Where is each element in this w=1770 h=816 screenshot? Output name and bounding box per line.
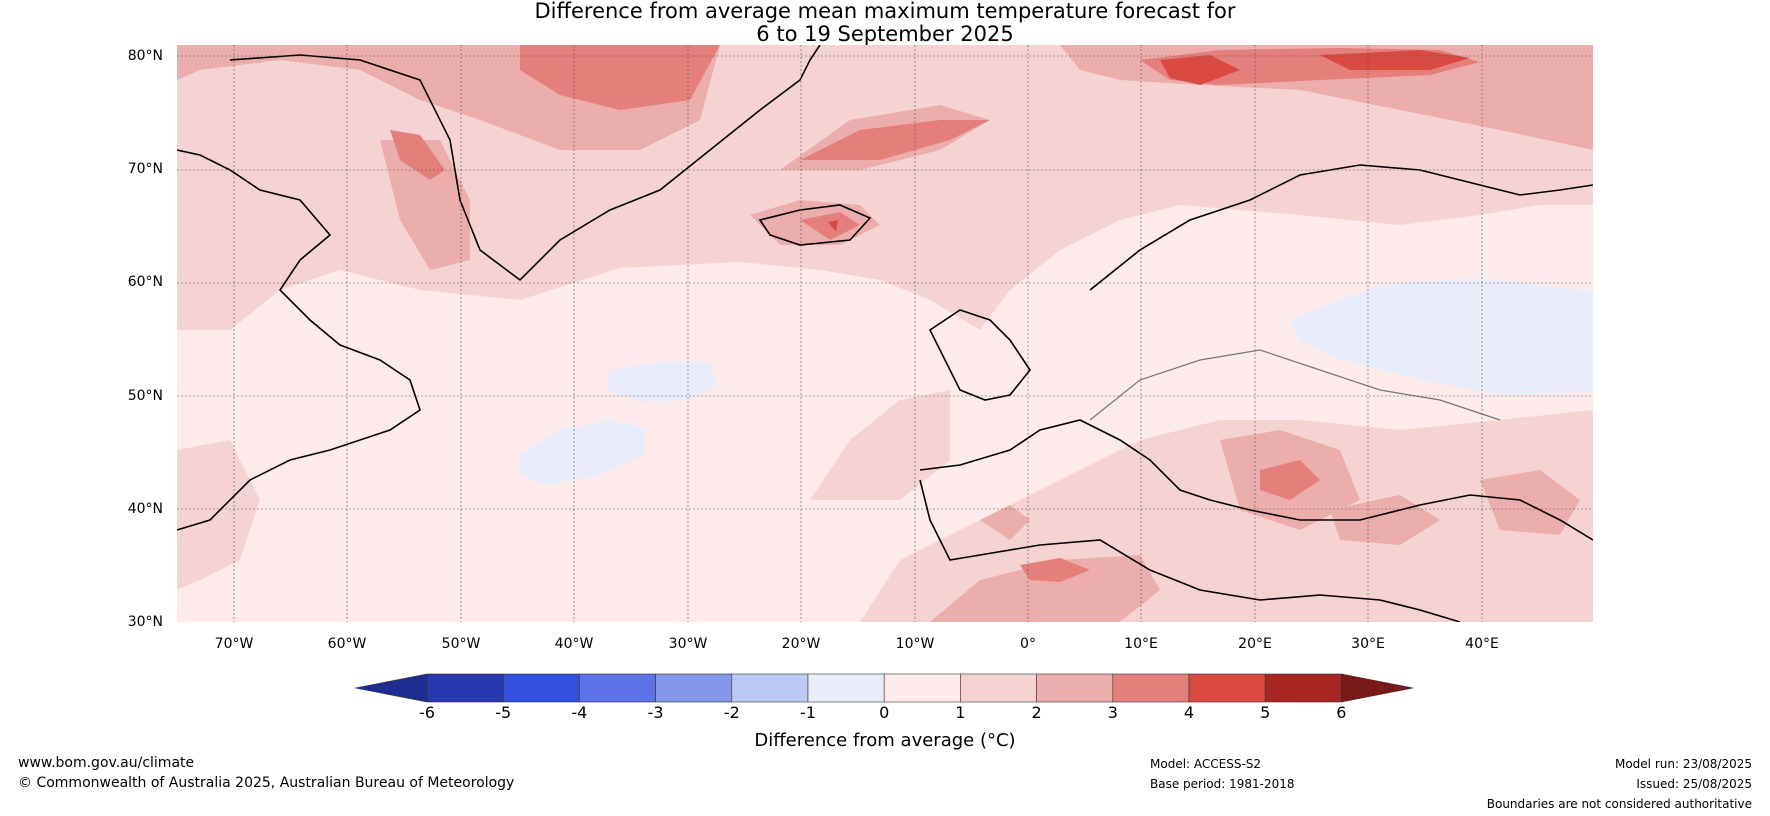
anomaly-band-2-3-caucasus [1480, 470, 1580, 535]
map-title-line1: Difference from average mean maximum tem… [534, 0, 1236, 23]
lon-label-10e: 10°E [1124, 636, 1158, 652]
boundaries-disclaimer: Boundaries are not considered authoritat… [1486, 797, 1752, 811]
colorbar-tick-label: 6 [1336, 703, 1347, 722]
lon-label-30w: 30°W [668, 636, 708, 652]
colorbar-label: Difference from average (°C) [754, 730, 1016, 751]
lat-label-50n: 50°N [127, 388, 163, 404]
colorbar-tick-label: 1 [955, 703, 966, 722]
lat-label-80n: 80°N [127, 48, 163, 64]
anomaly-band-4-5-iceland-peak [828, 220, 838, 232]
colorbar-box [1264, 673, 1342, 703]
lon-label-20w: 20°W [781, 636, 821, 652]
lat-label-70n: 70°N [127, 161, 163, 177]
model-run-date: Model run: 23/08/2025 [1614, 757, 1752, 771]
website-link[interactable]: www.bom.gov.au/climate [18, 755, 195, 771]
greenland-coast [229, 45, 821, 282]
lon-label-0: 0° [1020, 636, 1036, 652]
anomaly-band-2-3-greenland-east [380, 140, 470, 270]
colorbar [354, 673, 1414, 703]
coastlines [177, 45, 1593, 622]
anomaly-band-3-4-greenland-fjord [390, 130, 445, 180]
anomaly-band-3-4-bulgaria [1260, 460, 1320, 500]
anomaly-band-4-5-svalbard [1160, 55, 1240, 85]
colorbar-tick-label: -6 [419, 703, 435, 722]
lon-label-40w: 40°W [554, 636, 594, 652]
anomaly-band-1-2-west [177, 440, 260, 590]
colorbar-box [731, 673, 809, 703]
scandinavia-coast [1089, 164, 1593, 291]
lon-label-70w: 70°W [214, 636, 254, 652]
colorbar-box [960, 673, 1037, 703]
base-period: Base period: 1981-2018 [1150, 777, 1295, 791]
colorbar-tick-label: -2 [723, 703, 740, 722]
anomaly-negative-atlantic-north [608, 362, 718, 402]
lon-label-20e: 20°E [1238, 636, 1272, 652]
colorbar-tick-label: -3 [647, 703, 664, 722]
colorbar-extension-high [1341, 673, 1414, 703]
map-title-line2: 6 to 19 September 2025 [756, 22, 1014, 46]
mediterranean-north-coast [919, 419, 1593, 541]
colorbar-tick-label: -5 [495, 703, 512, 722]
colorbar-box [1036, 673, 1114, 703]
colorbar-box [426, 673, 504, 703]
anomaly-band-3-4-norwegian-sea [800, 120, 990, 160]
colorbar-box [1188, 673, 1266, 703]
anomaly-negative-russia [1290, 278, 1593, 395]
anomaly-field [177, 45, 1593, 622]
lat-label-30n: 30°N [127, 614, 163, 630]
lon-label-10w: 10°W [895, 636, 935, 652]
colorbar-tick-label: -1 [800, 703, 816, 722]
colorbar-tick-label: 2 [1031, 703, 1042, 722]
iceland-coast [758, 204, 872, 246]
lon-label-40e: 40°E [1465, 636, 1499, 652]
copyright-text: © Commonwealth of Australia 2025, Austra… [18, 775, 515, 791]
lon-label-30e: 30°E [1351, 636, 1385, 652]
colorbar-tick-label: 5 [1260, 703, 1271, 722]
anomaly-band-3-4-iceland [800, 212, 860, 240]
colorbar-extension-low [354, 673, 428, 703]
model-name: Model: ACCESS-S2 [1150, 757, 1262, 771]
colorbar-box [655, 673, 733, 703]
anomaly-band-3-4-greenland [520, 45, 720, 110]
anomaly-band-4-5-franz-josef [1320, 50, 1470, 70]
colorbar-box [807, 673, 885, 703]
colorbar-box [883, 673, 961, 703]
lon-label-60w: 60°W [327, 636, 367, 652]
colorbar-tick-label: 4 [1183, 703, 1195, 722]
colorbar-box [502, 673, 580, 703]
colorbar-tick-label: -4 [571, 703, 588, 722]
anomaly-negative-atlantic-south [518, 420, 645, 485]
lat-label-40n: 40°N [127, 501, 163, 517]
colorbar-tick-label: 3 [1107, 703, 1118, 722]
british-isles-coast [928, 309, 1031, 401]
lat-label-60n: 60°N [127, 274, 163, 290]
anomaly-band-3-4-algeria [1020, 558, 1090, 582]
lon-label-50w: 50°W [441, 636, 481, 652]
issued-date: Issued: 25/08/2025 [1636, 777, 1752, 791]
colorbar-tick-label: 0 [879, 703, 890, 722]
colorbar-box [1112, 673, 1190, 703]
anomaly-band-2-3-africa [930, 555, 1160, 622]
country-boundaries [1089, 349, 1501, 421]
graticule [177, 45, 1593, 622]
mediterranean-south-coast [919, 479, 1461, 622]
north-america-coast [177, 149, 421, 531]
anomaly-band-2-3-spain [980, 505, 1030, 540]
colorbar-box [579, 673, 656, 703]
